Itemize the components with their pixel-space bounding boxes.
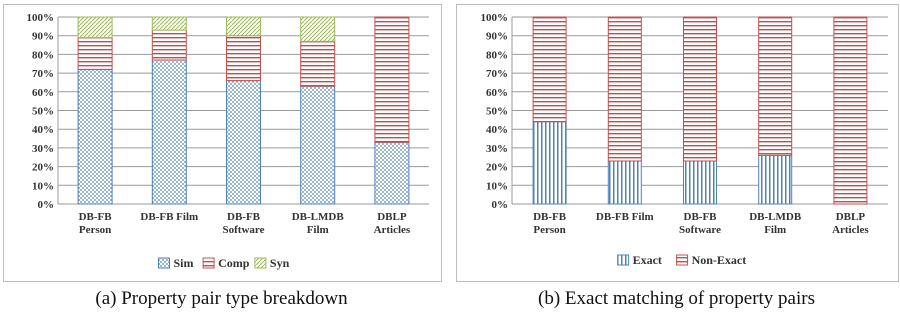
- legend-swatch-syn: [254, 257, 267, 269]
- bar-segment-comp: [374, 16, 410, 143]
- legend-label-comp: Comp: [218, 256, 250, 270]
- y-tick-label: 0%: [38, 199, 55, 211]
- bar-segment-non-exact: [683, 16, 717, 162]
- x-category-label: DB-LMDB Film: [292, 211, 345, 236]
- y-tick-label: 10%: [32, 180, 54, 192]
- bar-segment-non-exact: [532, 16, 567, 123]
- chart-b-svg: 0% 10% 20% 30% 40% 50% 60% 70% 80% 90% 100% DB-FB Pe…: [481, 12, 888, 267]
- y-tick-label: 50%: [32, 106, 54, 118]
- x-category-label: DB-FB Software: [223, 211, 265, 236]
- x-category-label: DB-FB Film: [140, 211, 198, 223]
- y-tick-label: 50%: [486, 106, 508, 118]
- bar-segment-comp: [300, 40, 336, 87]
- legend-label-exact: Exact: [633, 253, 662, 267]
- bar-segment-syn: [226, 16, 261, 37]
- bar-segment-non-exact: [607, 16, 642, 162]
- x-category-label: DB-FB Film: [596, 211, 654, 223]
- legend-label-non-exact: Non-Exact: [692, 253, 747, 267]
- bar-segment-comp: [77, 37, 113, 70]
- y-tick-label: 100%: [27, 12, 55, 24]
- x-category-label: DB-FB Person: [533, 211, 567, 236]
- bar-segment-syn: [77, 16, 113, 39]
- legend-label-syn: Syn: [270, 256, 290, 270]
- y-tick-label: 90%: [486, 31, 508, 43]
- y-tick-label: 80%: [486, 49, 508, 61]
- legend-label-sim: Sim: [174, 256, 194, 270]
- y-tick-label: 20%: [486, 162, 508, 174]
- y-tick-label: 0%: [492, 199, 509, 211]
- bar-segment-non-exact: [833, 16, 868, 205]
- x-category-label: DBLP Articles: [832, 211, 869, 236]
- bar-segment-comp: [226, 35, 261, 82]
- bar-segment-exact: [607, 160, 642, 205]
- y-tick-label: 30%: [32, 143, 54, 155]
- x-category-label: DB-FB Software: [679, 211, 721, 236]
- y-tick-label: 40%: [32, 124, 54, 136]
- legend-swatch-non-exact: [676, 254, 689, 266]
- bar-segment-sim: [151, 59, 187, 205]
- y-tick-label: 70%: [486, 68, 508, 80]
- bar-segment-exact: [758, 154, 793, 205]
- y-tick-label: 100%: [481, 12, 509, 24]
- x-category-label: DB-FB Person: [79, 211, 113, 236]
- bar-segment-syn: [300, 16, 336, 42]
- chart-b-caption: (b) Exact matching of property pairs: [538, 288, 815, 309]
- x-category-label: DB-LMDB Film: [749, 211, 802, 236]
- chart-a-caption: (a) Property pair type breakdown: [95, 288, 348, 309]
- bar-segment-sim: [300, 85, 336, 205]
- y-tick-label: 20%: [32, 162, 54, 174]
- bar-segment-sim: [226, 80, 261, 205]
- bar-segment-exact: [532, 121, 567, 205]
- bar-segment-sim: [77, 68, 113, 205]
- chart-panel-a: 0% 10% 20% 30% 40% 50% 60% 70% 80% 90% 100% DB-FB Pe…: [3, 4, 442, 282]
- x-category-label: DBLP Articles: [374, 211, 411, 236]
- bar-segment-comp: [151, 29, 187, 61]
- y-tick-label: 70%: [32, 68, 54, 80]
- legend-swatch-exact: [617, 254, 630, 266]
- bar-segment-sim: [374, 141, 410, 205]
- chart-panel-b: 0% 10% 20% 30% 40% 50% 60% 70% 80% 90% 100% DB-FB Pe…: [456, 4, 899, 282]
- y-tick-label: 10%: [486, 180, 508, 192]
- legend-swatch-comp: [202, 257, 215, 269]
- y-tick-label: 90%: [32, 31, 54, 43]
- y-tick-label: 60%: [32, 87, 54, 99]
- chart-a-svg: 0% 10% 20% 30% 40% 50% 60% 70% 80% 90% 100% DB-FB Pe…: [27, 12, 429, 270]
- bar-segment-exact: [683, 160, 717, 205]
- y-tick-label: 30%: [486, 143, 508, 155]
- bar-segment-non-exact: [758, 16, 793, 156]
- legend-swatch-sim: [158, 257, 170, 269]
- bar-segment-syn: [151, 16, 187, 31]
- y-tick-label: 40%: [486, 124, 508, 136]
- y-tick-label: 80%: [32, 49, 54, 61]
- y-tick-label: 60%: [486, 87, 508, 99]
